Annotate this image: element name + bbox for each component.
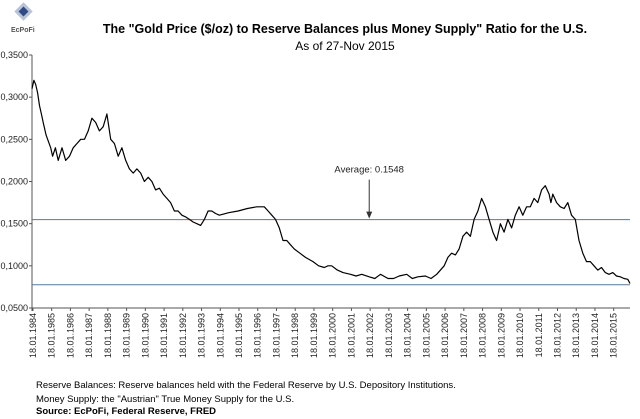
x-tick-label: 18.01.1985 <box>47 313 57 358</box>
x-tick-label: 18.01.1998 <box>290 313 300 358</box>
logo: EcPoFi <box>11 2 35 34</box>
x-tick-label: 18.01.1991 <box>159 313 169 358</box>
note-source: Source: EcPoFi, Federal Reserve, FRED <box>36 406 217 417</box>
x-tick-label: 18.01.1988 <box>103 313 113 358</box>
y-tick-label: 0,0500 <box>0 303 28 313</box>
x-tick-label: 18.01.1987 <box>84 313 94 358</box>
annotation-arrow-head <box>366 211 373 219</box>
chart-title: The "Gold Price ($/oz) to Reserve Balanc… <box>103 22 587 36</box>
y-tick-label: 0,3500 <box>0 50 28 60</box>
x-tick-label: 18.01.2000 <box>328 313 338 358</box>
y-tick-label: 0,2000 <box>0 177 28 187</box>
y-tick-label: 0,3000 <box>0 92 28 102</box>
x-tick-label: 18.01.2002 <box>365 313 375 358</box>
annotation-label: Average: 0.1548 <box>334 165 404 176</box>
x-tick-label: 18.01.1999 <box>309 313 319 358</box>
x-tick-label: 18.01.2008 <box>478 313 488 358</box>
series-line <box>31 79 631 284</box>
x-tick-label: 18.01.2010 <box>515 313 525 358</box>
x-tick-label: 18.01.1993 <box>197 313 207 358</box>
y-tick-label: 0,2500 <box>0 134 28 144</box>
x-tick-label: 18.01.2009 <box>496 313 506 358</box>
x-tick-label: 18.01.2003 <box>384 313 394 358</box>
x-tick-label: 18.01.1994 <box>215 313 225 358</box>
x-tick-label: 18.01.1997 <box>271 313 281 358</box>
note-money-supply: Money Supply: the "Austrian" True Money … <box>36 394 295 405</box>
x-tick-label: 18.01.2001 <box>346 313 356 358</box>
x-tick-label: 18.01.2005 <box>421 313 431 358</box>
x-tick-label: 18.01.1990 <box>140 313 150 358</box>
x-tick-label: 18.01.1995 <box>234 313 244 358</box>
x-tick-label: 18.01.1984 <box>28 313 38 358</box>
x-tick-label: 18.01.2013 <box>571 313 581 358</box>
x-tick-label: 18.01.2014 <box>590 313 600 358</box>
note-reserve-balances: Reserve Balances: Reserve balances held … <box>36 380 456 391</box>
x-tick-label: 18.01.1992 <box>178 313 188 358</box>
x-tick-label: 18.01.2011 <box>534 313 544 357</box>
x-tick-label: 18.01.1996 <box>253 313 263 358</box>
x-tick-label: 18.01.2015 <box>609 313 619 358</box>
x-tick-label: 18.01.2004 <box>403 313 413 358</box>
y-tick-label: 0,1500 <box>0 219 28 229</box>
x-tick-label: 18.01.2007 <box>459 313 469 358</box>
x-tick-label: 18.01.1989 <box>122 313 132 358</box>
x-tick-label: 18.01.2006 <box>440 313 450 358</box>
plot-area: 0,0500 0,1000 0,1500 0,2000 0,2500 0,3000 0,35… <box>0 50 631 358</box>
x-tick-label: 18.01.1986 <box>65 313 75 358</box>
x-tick-label: 18.01.2012 <box>552 313 562 358</box>
chart-subtitle: As of 27-Nov 2015 <box>295 39 395 53</box>
logo-diamond-icon <box>14 2 33 21</box>
logo-text: EcPoFi <box>11 27 35 34</box>
y-tick-label: 0,1000 <box>0 261 28 271</box>
